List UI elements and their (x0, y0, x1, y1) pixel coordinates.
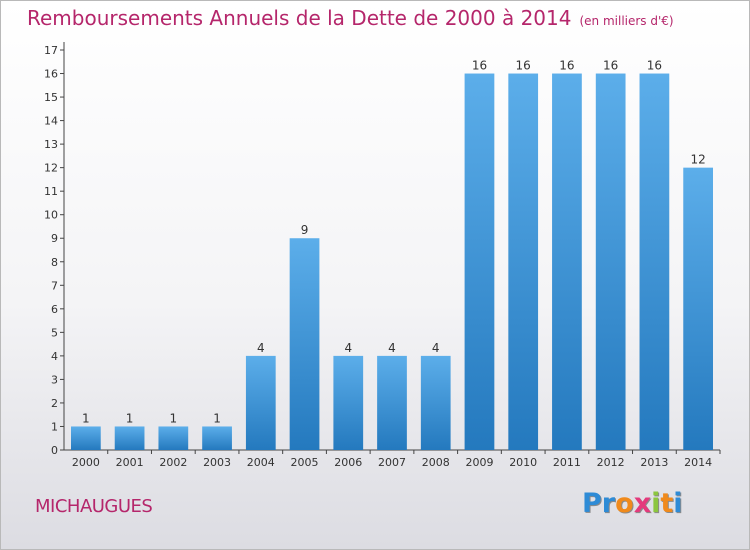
y-tick-label: 6 (51, 303, 58, 316)
y-tick-label: 4 (51, 350, 58, 363)
x-tick-label: 2003 (203, 456, 231, 469)
y-tick-label: 2 (51, 397, 58, 410)
data-label: 9 (301, 223, 309, 237)
chart-title: Remboursements Annuels de la Dette de 20… (27, 6, 674, 30)
bar (158, 426, 189, 450)
y-tick-label: 7 (51, 279, 58, 292)
y-tick-label: 8 (51, 256, 58, 269)
commune-name: MICHAUGUES (35, 496, 153, 517)
data-label: 12 (690, 153, 705, 167)
y-tick-label: 11 (44, 185, 58, 198)
data-label: 1 (213, 411, 221, 425)
y-tick-label: 17 (44, 44, 58, 57)
bar (202, 426, 232, 450)
logo-letter: i (651, 488, 661, 519)
y-tick-label: 13 (44, 138, 58, 151)
bar (595, 73, 626, 450)
logo-letter: i (673, 488, 683, 519)
y-tick-label: 16 (44, 68, 58, 81)
x-tick-label: 2005 (291, 456, 319, 469)
data-label: 4 (257, 341, 265, 355)
x-tick-label: 2009 (465, 456, 493, 469)
y-tick-label: 10 (44, 209, 58, 222)
x-tick-label: 2006 (334, 456, 362, 469)
data-label: 16 (516, 59, 531, 73)
chart-title-text: Remboursements Annuels de la Dette de 20… (27, 6, 572, 30)
data-label: 4 (344, 341, 352, 355)
x-tick-label: 2002 (159, 456, 187, 469)
logo-letter: r (601, 488, 616, 519)
data-label: 4 (388, 341, 396, 355)
x-tick-label: 2012 (597, 456, 625, 469)
bar (420, 355, 451, 450)
y-tick-label: 14 (44, 115, 58, 128)
y-tick-label: 15 (44, 91, 58, 104)
y-tick-label: 0 (51, 444, 58, 457)
x-tick-label: 2010 (509, 456, 537, 469)
data-label: 16 (647, 59, 662, 73)
bar (114, 426, 145, 450)
x-tick-label: 2013 (640, 456, 668, 469)
data-label: 16 (603, 59, 618, 73)
bar (245, 355, 276, 450)
bar (508, 73, 539, 450)
data-label: 4 (432, 341, 440, 355)
logo-letter: x (633, 488, 652, 519)
y-tick-label: 9 (51, 232, 58, 245)
logo-letter: P (582, 488, 602, 519)
logo-letter: o (615, 488, 634, 519)
data-label: 16 (472, 59, 487, 73)
x-tick-label: 2000 (72, 456, 100, 469)
logo-letter: t (660, 488, 674, 519)
bar (464, 73, 495, 450)
bar (552, 73, 582, 450)
y-tick-label: 1 (51, 420, 58, 433)
y-tick-label: 12 (44, 162, 58, 175)
bar (683, 167, 714, 450)
bar (70, 426, 101, 450)
bar (333, 355, 364, 450)
data-label: 1 (82, 411, 90, 425)
y-tick-label: 3 (51, 373, 58, 386)
x-tick-label: 2007 (378, 456, 406, 469)
data-label: 16 (559, 59, 574, 73)
data-label: 1 (170, 411, 178, 425)
x-tick-label: 2008 (422, 456, 450, 469)
bar (377, 355, 407, 450)
y-tick-label: 5 (51, 326, 58, 339)
bar (639, 73, 670, 450)
chart-unit: (en milliers d'€) (579, 14, 674, 28)
proxiti-logo[interactable]: Proxiti (582, 488, 683, 519)
x-tick-label: 2004 (247, 456, 275, 469)
bar (289, 238, 320, 450)
data-label: 1 (126, 411, 134, 425)
x-tick-label: 2001 (116, 456, 144, 469)
x-tick-label: 2014 (684, 456, 712, 469)
x-tick-label: 2011 (553, 456, 581, 469)
